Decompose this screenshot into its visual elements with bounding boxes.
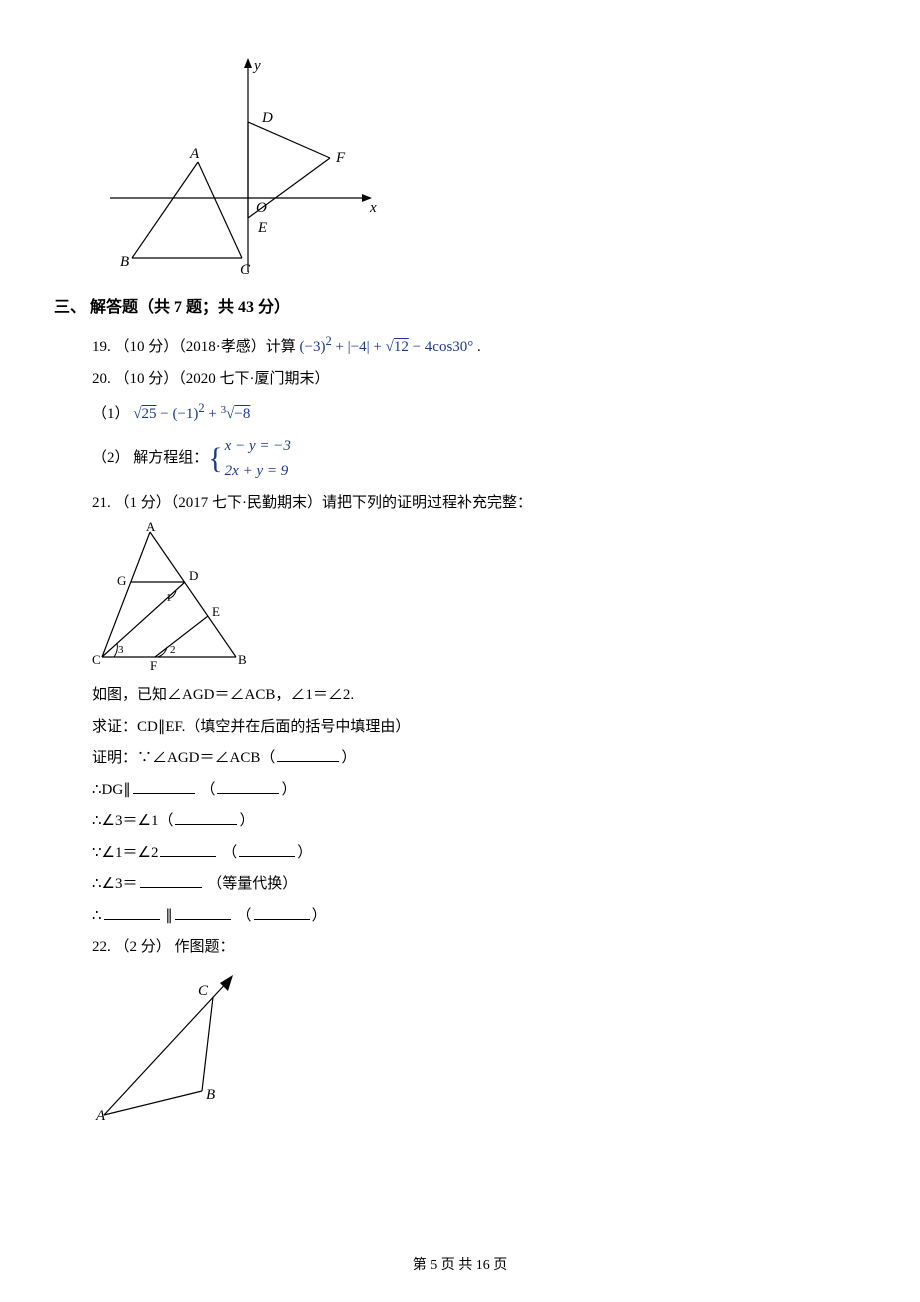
q20-part2: （2） 解方程组： { x − y = −3 2x + y = 9 bbox=[92, 434, 866, 485]
q21-l3-a: ∴∠3＝∠1（ bbox=[92, 813, 173, 829]
blank-1 bbox=[277, 747, 339, 762]
q21-l4-b: （ bbox=[222, 845, 237, 861]
question-20: 20. （10 分）（2020 七下·厦门期末） bbox=[92, 367, 866, 393]
q21-l6-d: ） bbox=[312, 908, 327, 924]
q21-l2-c: ） bbox=[281, 782, 296, 798]
page-footer: 第 5 页 共 16 页 bbox=[0, 1254, 920, 1278]
blank-6b bbox=[175, 905, 231, 920]
q20-sys-bot: 2x + y = 9 bbox=[225, 459, 291, 485]
pt-F2: F bbox=[150, 658, 157, 673]
blank-2a bbox=[133, 779, 195, 794]
q21-given: 如图，已知∠AGD＝∠ACB，∠1＝∠2. bbox=[92, 683, 866, 709]
q21-l1-a: 证明：∵∠AGD＝∠ACB（ bbox=[92, 750, 275, 766]
pt-A3: A bbox=[95, 1108, 106, 1122]
question-19: 19. （10 分）（2018·孝感）计算 (−3)2 + |−4| + √12… bbox=[92, 331, 866, 361]
q21-l6-a: ∴ bbox=[92, 908, 102, 924]
blank-6c bbox=[254, 905, 310, 920]
angle-3: 3 bbox=[118, 644, 124, 656]
q21-toprove: 求证：CD∥EF.（填空并在后面的括号中填理由） bbox=[92, 715, 866, 741]
q21-l3-b: ） bbox=[239, 813, 254, 829]
origin-label: O bbox=[256, 200, 267, 216]
pt-D: D bbox=[261, 110, 273, 126]
q21-line-6: ∴ ∥ （ ） bbox=[92, 904, 866, 930]
q19-tail: . bbox=[477, 339, 481, 355]
angle-2: 2 bbox=[170, 644, 176, 656]
q20-part1: （1） √25 − (−1)2 + 3√−8 bbox=[92, 398, 866, 428]
q21-line-2: ∴DG∥ （ ） bbox=[92, 778, 866, 804]
q21-line-5: ∴∠3＝ （等量代换） bbox=[92, 872, 866, 898]
figure-2: A C B G D E F 1 2 3 bbox=[90, 522, 866, 677]
q21-l2-b: （ bbox=[200, 782, 215, 798]
pt-A: A bbox=[189, 146, 200, 162]
q21-l6-b: ∥ bbox=[165, 908, 173, 924]
blank-2b bbox=[217, 779, 279, 794]
angle-1: 1 bbox=[166, 592, 172, 604]
q21-l4-a: ∵∠1＝∠2 bbox=[92, 845, 158, 861]
q21-l5-a: ∴∠3＝ bbox=[92, 876, 138, 892]
pt-C2: C bbox=[92, 652, 101, 667]
q21-l6-c: （ bbox=[237, 908, 252, 924]
q20-sys-top: x − y = −3 bbox=[225, 434, 291, 460]
pt-B: B bbox=[120, 254, 129, 270]
axis-x-label: x bbox=[369, 200, 377, 216]
pt-B3: B bbox=[206, 1087, 215, 1103]
pt-C: C bbox=[240, 262, 251, 278]
question-21: 21. （1 分）（2017 七下·民勤期末）请把下列的证明过程补充完整： bbox=[92, 491, 866, 517]
blank-6a bbox=[104, 905, 160, 920]
pt-B2: B bbox=[238, 652, 247, 667]
q21-line-3: ∴∠3＝∠1（ ） bbox=[92, 809, 866, 835]
q21-l4-c: ） bbox=[297, 845, 312, 861]
pt-A2: A bbox=[146, 522, 156, 534]
q21-l1-b: ） bbox=[341, 750, 356, 766]
q20-system: { x − y = −3 2x + y = 9 bbox=[208, 434, 291, 485]
pt-F: F bbox=[335, 150, 346, 166]
pt-D2: D bbox=[189, 568, 198, 583]
blank-4b bbox=[239, 842, 295, 857]
figure-1: y x O A B C D E F bbox=[90, 52, 866, 282]
blank-4a bbox=[160, 842, 216, 857]
q20-p2-lead: （2） 解方程组： bbox=[92, 446, 208, 472]
q20-p1-lead: （1） bbox=[92, 406, 133, 422]
axis-y-label: y bbox=[252, 58, 261, 74]
q21-line-4: ∵∠1＝∠2 （ ） bbox=[92, 841, 866, 867]
q19-lead: 19. （10 分）（2018·孝感）计算 bbox=[92, 339, 300, 355]
figure-3: A B C bbox=[90, 967, 866, 1122]
blank-5 bbox=[140, 873, 202, 888]
question-22: 22. （2 分） 作图题： bbox=[92, 935, 866, 961]
q19-expr: (−3)2 + |−4| + √12 − 4cos30° bbox=[300, 339, 478, 355]
q21-l5-b: （等量代换） bbox=[207, 876, 297, 892]
pt-E: E bbox=[257, 220, 267, 236]
pt-C3: C bbox=[198, 983, 209, 999]
blank-3 bbox=[175, 810, 237, 825]
pt-E2: E bbox=[212, 604, 220, 619]
pt-G2: G bbox=[117, 573, 126, 588]
q20-p1-expr: √25 − (−1)2 + 3√−8 bbox=[133, 406, 250, 422]
q21-l2-a: ∴DG∥ bbox=[92, 782, 131, 798]
section-3-header: 三、 解答题（共 7 题；共 43 分） bbox=[54, 294, 866, 321]
q21-line-1: 证明：∵∠AGD＝∠ACB（ ） bbox=[92, 746, 866, 772]
